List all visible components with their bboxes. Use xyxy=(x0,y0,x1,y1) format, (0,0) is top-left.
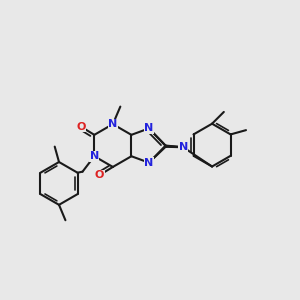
Text: N: N xyxy=(108,119,118,129)
Text: O: O xyxy=(76,122,86,132)
Text: N: N xyxy=(90,151,99,161)
Text: N: N xyxy=(144,123,154,134)
Text: O: O xyxy=(95,170,104,180)
Text: N: N xyxy=(178,142,188,152)
Text: N: N xyxy=(144,158,154,168)
